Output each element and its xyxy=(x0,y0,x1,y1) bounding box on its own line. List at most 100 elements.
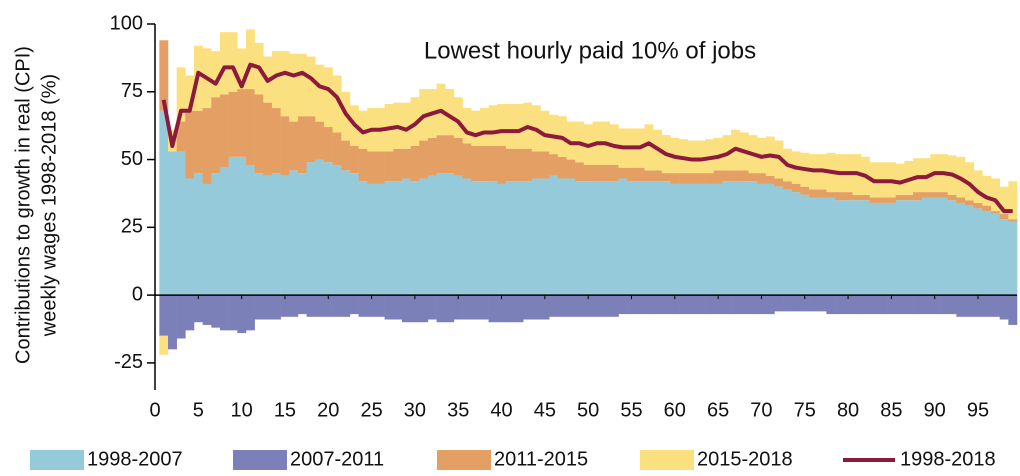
bar xyxy=(185,178,195,296)
bar xyxy=(237,48,247,90)
bar xyxy=(375,295,385,317)
bar xyxy=(549,295,559,317)
bar xyxy=(263,175,273,296)
bar xyxy=(973,202,983,209)
y-tick-label: -25 xyxy=(114,351,143,373)
bar xyxy=(609,295,619,317)
bar xyxy=(852,200,862,296)
bar xyxy=(410,146,420,182)
bar xyxy=(913,200,923,296)
bar xyxy=(462,143,472,179)
bar xyxy=(765,183,775,296)
bar xyxy=(653,181,663,296)
bar xyxy=(159,40,169,111)
bar xyxy=(670,295,680,315)
bar xyxy=(228,91,238,157)
bar xyxy=(913,295,923,315)
bar xyxy=(904,295,914,315)
bar xyxy=(549,154,559,176)
bar xyxy=(930,295,940,315)
y-axis-title: weekly wages 1998-2018 (%) xyxy=(38,74,60,337)
bar xyxy=(375,151,385,184)
legend-label: 1998-2007 xyxy=(87,448,183,470)
bar xyxy=(878,295,888,315)
x-tick-label: 60 xyxy=(664,399,686,421)
bar xyxy=(843,295,853,315)
bar xyxy=(895,194,905,201)
bar xyxy=(280,295,290,317)
bar xyxy=(705,173,715,184)
bar xyxy=(427,295,437,320)
bar xyxy=(887,202,897,296)
bar xyxy=(488,146,498,182)
bar xyxy=(921,197,931,296)
bar xyxy=(852,295,862,315)
bar xyxy=(973,295,983,317)
bar xyxy=(826,197,836,296)
bar xyxy=(358,148,368,182)
bar xyxy=(878,197,888,203)
bar xyxy=(592,164,602,182)
bar xyxy=(349,295,359,315)
x-tick-label: 55 xyxy=(620,399,642,421)
legend-swatch xyxy=(640,450,694,470)
bar xyxy=(696,173,706,184)
bar xyxy=(471,110,481,146)
bar xyxy=(471,181,481,296)
bar xyxy=(661,295,671,315)
bar xyxy=(618,178,628,296)
bar xyxy=(289,295,299,317)
bar xyxy=(609,164,619,182)
legend-label: 2007-2011 xyxy=(290,448,384,470)
bar xyxy=(679,183,689,296)
bar xyxy=(202,183,212,296)
bar xyxy=(445,295,455,323)
bar xyxy=(748,173,758,182)
bar xyxy=(306,116,316,163)
bar xyxy=(419,295,429,323)
bar xyxy=(999,213,1009,220)
bar xyxy=(757,183,767,296)
bar xyxy=(930,197,940,296)
bar xyxy=(809,197,819,296)
bar xyxy=(271,173,281,296)
bar xyxy=(653,295,663,315)
bar xyxy=(531,178,541,296)
bar xyxy=(332,132,342,165)
bar xyxy=(644,170,654,182)
bar xyxy=(817,295,827,312)
bar xyxy=(583,295,593,317)
bar xyxy=(713,170,723,184)
bar xyxy=(479,295,489,320)
bar xyxy=(367,295,377,317)
x-tick-label: 35 xyxy=(447,399,469,421)
bar xyxy=(713,137,723,171)
bar xyxy=(479,181,489,296)
x-tick-label: 85 xyxy=(880,399,902,421)
bar xyxy=(765,175,775,184)
bar xyxy=(739,295,749,315)
y-axis-title: Contributions to growth in real (CPI) xyxy=(12,46,34,364)
bar xyxy=(731,170,741,182)
bar xyxy=(601,295,611,317)
bar xyxy=(549,114,559,155)
bar xyxy=(297,295,307,315)
bar xyxy=(982,175,992,206)
bar xyxy=(592,295,602,317)
bar xyxy=(167,151,177,296)
bar xyxy=(913,158,923,193)
bar xyxy=(826,295,836,315)
x-tick-label: 0 xyxy=(149,399,160,421)
bar xyxy=(575,295,585,317)
bar xyxy=(540,151,550,179)
bar xyxy=(193,110,203,174)
bar xyxy=(956,295,966,317)
bar xyxy=(670,173,680,184)
bar xyxy=(315,121,325,160)
bar xyxy=(436,135,446,174)
bar xyxy=(895,200,905,296)
legend-swatch xyxy=(437,450,491,470)
bar xyxy=(791,295,801,312)
bar xyxy=(965,205,974,296)
x-tick-label: 15 xyxy=(274,399,296,421)
